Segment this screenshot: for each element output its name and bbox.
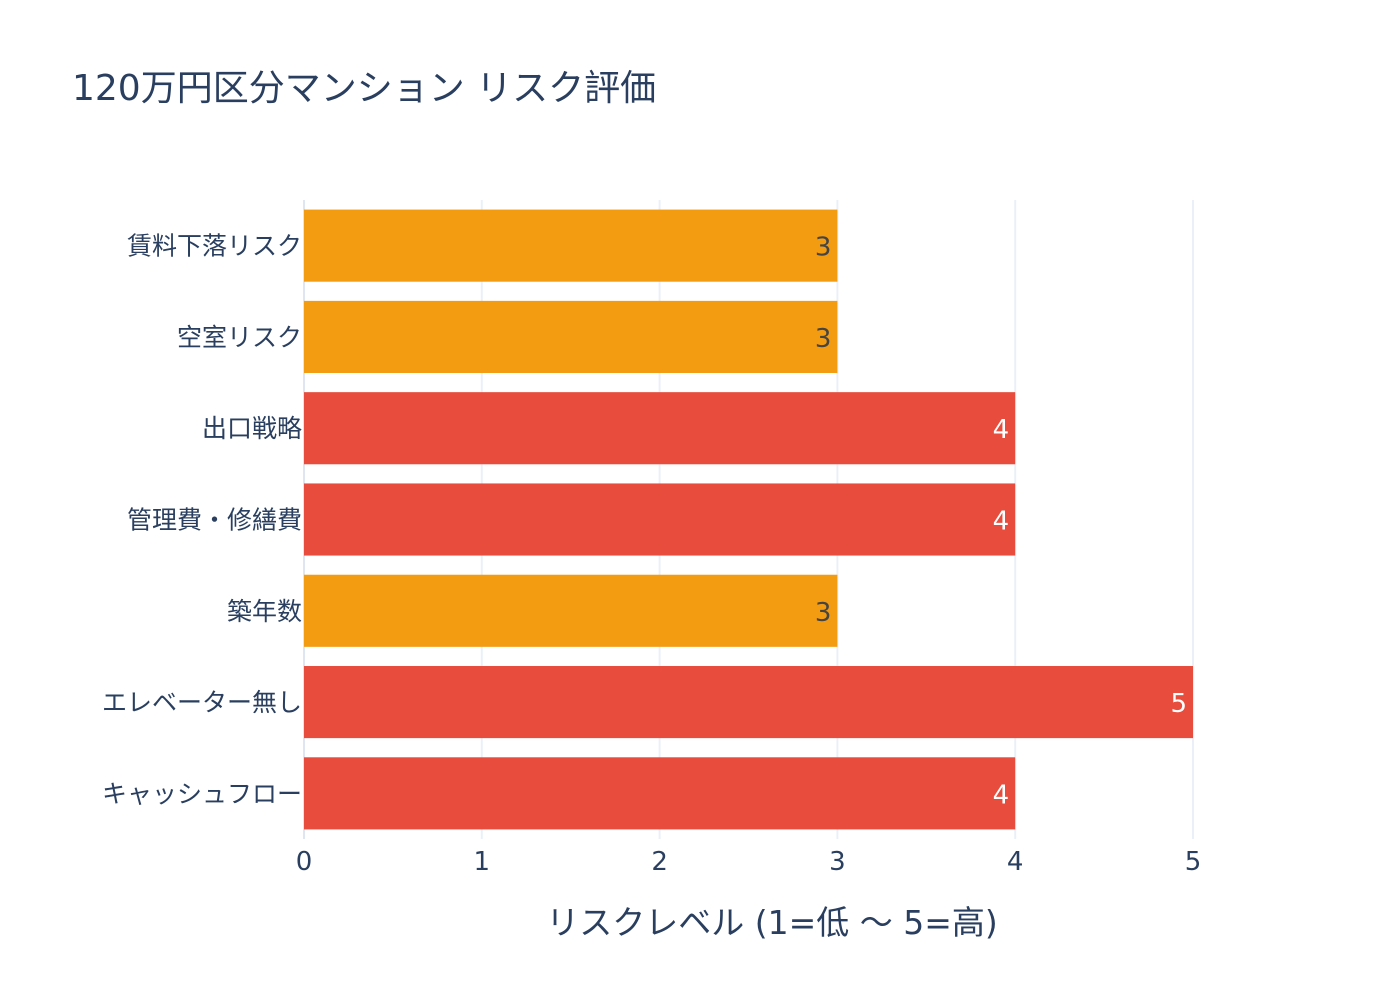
data-labels: 3 3 4 4 3 5 4 <box>815 233 1187 811</box>
bar <box>304 300 838 373</box>
data-label: 3 <box>815 598 832 628</box>
x-axis-ticks: 0 1 2 3 4 5 <box>296 847 1202 877</box>
bar <box>304 574 838 647</box>
y-tick-label: 賃料下落リスク <box>127 232 302 261</box>
bar <box>304 483 1016 556</box>
y-tick-label: 築年数 <box>227 597 302 626</box>
bar <box>304 209 838 282</box>
y-tick-label: 管理費・修繕費 <box>127 506 302 535</box>
y-tick-label: キャッシュフロー <box>102 779 302 808</box>
bars <box>304 209 1193 830</box>
x-tick-label: 4 <box>1007 847 1024 877</box>
x-tick-label: 3 <box>829 847 846 877</box>
bar <box>304 392 1016 465</box>
data-label: 4 <box>993 780 1010 810</box>
x-tick-label: 2 <box>651 847 668 877</box>
bar <box>304 757 1016 830</box>
y-tick-label: エレベーター無し <box>102 688 302 717</box>
data-label: 3 <box>815 233 832 263</box>
y-axis-ticks: 賃料下落リスク空室リスク出口戦略管理費・修繕費築年数エレベーター無しキャッシュフ… <box>102 232 302 809</box>
y-tick-label: 出口戦略 <box>202 414 302 443</box>
data-label: 3 <box>815 324 832 354</box>
x-tick-label: 0 <box>296 847 313 877</box>
data-label: 4 <box>993 507 1010 537</box>
data-label: 5 <box>1170 689 1187 719</box>
x-axis-title: リスクレベル (1=低 ～ 5=高) <box>546 903 998 942</box>
x-tick-label: 1 <box>474 847 491 877</box>
y-tick-label: 空室リスク <box>177 323 302 352</box>
data-label: 4 <box>993 415 1010 445</box>
chart-title: 120万円区分マンション リスク評価 <box>72 68 656 109</box>
x-tick-label: 5 <box>1185 847 1202 877</box>
bar <box>304 666 1193 739</box>
